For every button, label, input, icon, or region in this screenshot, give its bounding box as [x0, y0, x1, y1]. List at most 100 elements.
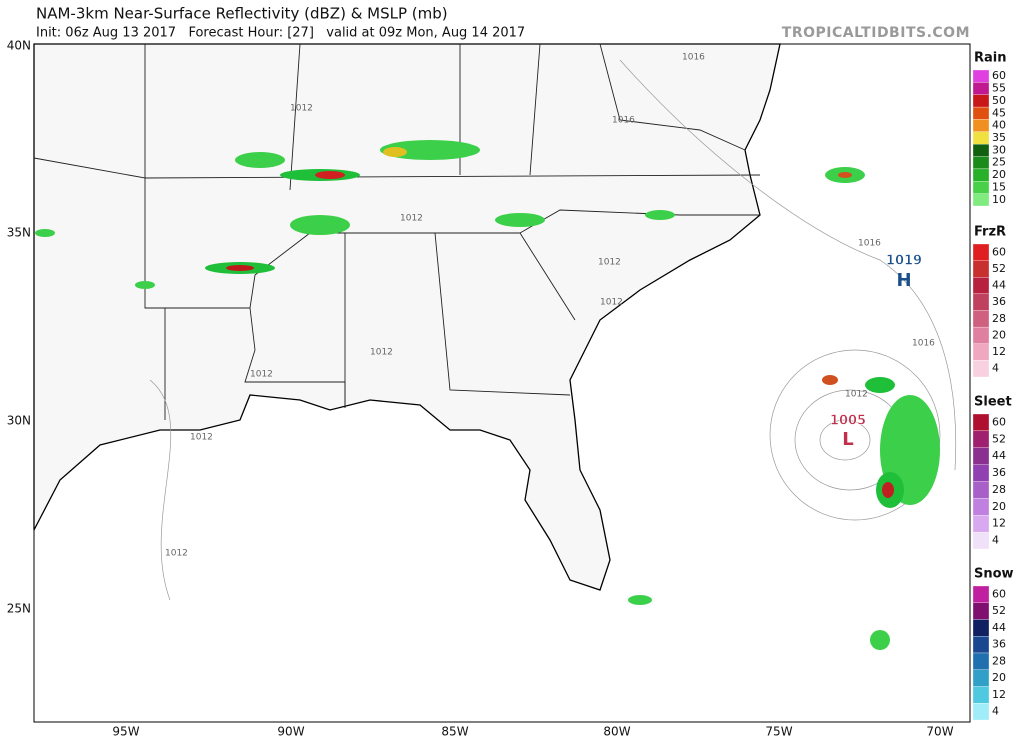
legend-swatch — [972, 293, 990, 311]
legend-level: 45 — [992, 106, 1006, 119]
legend-swatch — [972, 531, 990, 550]
legend-swatch — [972, 119, 990, 132]
latitude-label: 40N — [7, 39, 31, 53]
legend-level: 28 — [992, 483, 1006, 496]
legend-swatch — [972, 498, 990, 516]
title: NAM-3km Near-Surface Reflectivity (dBZ) … — [36, 5, 448, 23]
legend-level: 12 — [992, 688, 1006, 701]
legend-level: 4 — [992, 705, 999, 718]
legend-title: FrzR — [974, 225, 1006, 240]
isobar-label: 1012 — [845, 390, 868, 400]
legend-level: 44 — [992, 621, 1006, 634]
isobar-label: 1012 — [598, 258, 621, 268]
legend-swatch — [972, 326, 990, 344]
legend-swatch — [972, 515, 990, 533]
legend-swatch — [972, 602, 990, 620]
coastline — [33, 43, 781, 591]
legend-level: 20 — [992, 500, 1006, 513]
legend-swatch — [972, 168, 990, 182]
legend-swatch — [972, 310, 990, 328]
legend-level: 10 — [992, 193, 1006, 206]
legend-swatch — [972, 585, 990, 603]
legend-level: 52 — [992, 432, 1006, 445]
legend-level: 20 — [992, 328, 1006, 341]
legend-level: 12 — [992, 345, 1006, 358]
legend-level: 60 — [992, 245, 1006, 258]
legend-level: 28 — [992, 312, 1006, 325]
legend-title: Rain — [974, 51, 1007, 66]
longitude-label: 90W — [277, 725, 304, 739]
high-pressure-value: 1019 — [886, 254, 922, 269]
legend-swatch — [972, 652, 990, 670]
isobar-label: 1016 — [612, 116, 635, 126]
low-pressure-value: 1005 — [830, 414, 866, 429]
legend-swatch — [972, 360, 990, 378]
isobar-label: 1016 — [682, 53, 705, 63]
legend-swatch — [972, 243, 990, 261]
legend-level: 50 — [992, 94, 1006, 107]
isobar-label: 1012 — [250, 370, 273, 380]
legend-swatch — [972, 343, 990, 361]
legend-swatch — [972, 144, 990, 157]
legend-swatch — [972, 94, 990, 108]
legend-swatch — [972, 636, 990, 654]
longitude-label: 80W — [603, 725, 630, 739]
legend-swatch — [972, 703, 990, 721]
legend-level: 30 — [992, 143, 1006, 156]
legend-swatch — [972, 619, 990, 637]
legend-swatch — [972, 69, 990, 83]
legend-level: 40 — [992, 119, 1006, 132]
legend-swatch — [972, 181, 990, 194]
legend-swatch — [972, 430, 990, 448]
legend-title: Sleet — [974, 395, 1012, 410]
legend-level: 12 — [992, 517, 1006, 530]
legend-level: 36 — [992, 295, 1006, 308]
latitude-label: 25N — [7, 602, 31, 616]
isobar-label: 1012 — [190, 433, 213, 443]
isobar-label: 1016 — [912, 339, 935, 349]
legend: Rain6055504540353025201510FrzR6052443628… — [972, 51, 1014, 721]
high-center-symbol: H — [896, 270, 911, 291]
latitude-label: 30N — [7, 414, 31, 428]
longitude-label: 95W — [112, 725, 139, 739]
isobar-label: 1012 — [290, 104, 313, 114]
isobar-label: 1012 — [165, 549, 188, 559]
legend-level: 15 — [992, 180, 1006, 193]
legend-swatch — [972, 131, 990, 145]
legend-level: 44 — [992, 279, 1006, 292]
legend-swatch — [972, 260, 990, 278]
longitude-label: 70W — [926, 725, 953, 739]
legend-level: 36 — [992, 638, 1006, 651]
legend-level: 20 — [992, 168, 1006, 181]
legend-level: 52 — [992, 604, 1006, 617]
legend-level: 35 — [992, 131, 1006, 144]
legend-swatch — [972, 686, 990, 704]
legend-level: 60 — [992, 69, 1006, 82]
latitude-label: 35N — [7, 226, 31, 240]
legend-swatch — [972, 464, 990, 482]
reflectivity-echoes — [35, 140, 940, 650]
state-borders — [33, 43, 761, 420]
legend-level: 60 — [992, 415, 1006, 428]
longitude-label: 85W — [441, 725, 468, 739]
legend-swatch — [972, 277, 990, 295]
legend-swatch — [972, 447, 990, 465]
legend-swatch — [972, 82, 990, 95]
isobars — [149, 59, 957, 601]
longitude-label: 75W — [765, 725, 792, 739]
legend-swatch — [972, 156, 990, 170]
watermark: TROPICALTIDBITS.COM — [782, 25, 970, 41]
legend-level: 4 — [992, 534, 999, 547]
legend-level: 25 — [992, 156, 1006, 169]
legend-swatch — [972, 669, 990, 687]
legend-level: 36 — [992, 466, 1006, 479]
map: 1012 1012 1012 1012 1012 1012 1012 1012 … — [33, 43, 971, 723]
legend-title: Snow — [974, 567, 1014, 582]
legend-swatch — [972, 106, 990, 120]
isobar-label: 1012 — [400, 214, 423, 224]
low-center-symbol: L — [842, 429, 853, 450]
legend-swatch — [972, 193, 990, 207]
isobar-label: 1016 — [858, 239, 881, 249]
legend-level: 44 — [992, 449, 1006, 462]
